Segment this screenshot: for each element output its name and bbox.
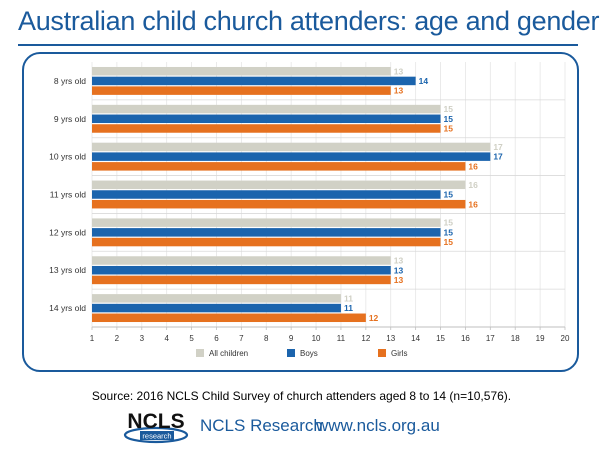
data-label: 16 <box>468 199 478 209</box>
x-tick-label: 14 <box>411 334 420 343</box>
data-label: 17 <box>493 142 503 152</box>
bar <box>92 237 441 247</box>
bar <box>92 104 441 114</box>
bar <box>92 199 466 209</box>
x-tick-label: 1 <box>90 334 95 343</box>
x-tick-label: 6 <box>214 334 219 343</box>
bar <box>92 66 391 76</box>
footer-organization[interactable]: NCLS Research <box>200 416 323 435</box>
bar <box>92 152 491 161</box>
ncls-logo: NCLS research <box>122 406 192 446</box>
x-tick-label: 16 <box>461 334 470 343</box>
category-label: 8 yrs old <box>54 76 86 86</box>
x-tick-label: 7 <box>239 334 244 343</box>
x-tick-label: 10 <box>312 334 321 343</box>
legend-label: All children <box>209 349 248 358</box>
bar <box>92 294 341 303</box>
logo-swoosh <box>123 426 189 444</box>
x-tick-label: 13 <box>386 334 395 343</box>
chart-title: Australian child church attenders: age a… <box>18 6 600 36</box>
category-label: 14 yrs old <box>49 303 86 313</box>
bar <box>92 86 391 95</box>
bar <box>92 142 491 152</box>
bar <box>92 190 441 199</box>
category-label: 9 yrs old <box>54 114 86 124</box>
bar <box>92 275 391 285</box>
legend-label: Boys <box>300 349 318 358</box>
data-label: 15 <box>444 227 454 237</box>
logo-subtext: research <box>142 432 171 441</box>
data-label: 13 <box>394 275 404 285</box>
bar <box>92 265 391 275</box>
title-underline <box>18 44 578 46</box>
legend-swatch <box>196 349 204 357</box>
x-tick-label: 5 <box>189 334 194 343</box>
data-label: 17 <box>493 152 503 162</box>
footer-website-link[interactable]: www.ncls.org.au <box>316 416 440 435</box>
category-label: 13 yrs old <box>49 265 86 275</box>
category-label: 12 yrs old <box>49 227 86 237</box>
x-tick-label: 3 <box>140 334 145 343</box>
x-tick-label: 11 <box>337 334 346 343</box>
data-label: 15 <box>444 237 454 247</box>
legend-swatch <box>378 349 386 357</box>
data-label: 14 <box>419 76 429 86</box>
x-tick-label: 4 <box>164 334 169 343</box>
x-tick-label: 12 <box>361 334 370 343</box>
data-label: 16 <box>468 180 478 190</box>
bar <box>92 228 441 237</box>
bar <box>92 218 441 227</box>
bar <box>92 76 416 86</box>
source-note: Source: 2016 NCLS Child Survey of church… <box>91 389 512 403</box>
data-label: 15 <box>444 114 454 124</box>
data-label: 13 <box>394 86 404 96</box>
x-tick-label: 18 <box>511 334 520 343</box>
data-label: 13 <box>394 265 404 275</box>
logo-text: NCLS <box>127 410 184 433</box>
data-label: 11 <box>344 293 353 303</box>
bar <box>92 303 341 313</box>
legend-label: Girls <box>391 349 407 358</box>
x-tick-label: 17 <box>486 334 495 343</box>
bar <box>92 256 391 265</box>
x-tick-label: 2 <box>115 334 120 343</box>
bar <box>92 180 466 190</box>
data-label: 12 <box>369 313 379 323</box>
x-tick-label: 9 <box>289 334 294 343</box>
x-tick-label: 8 <box>264 334 269 343</box>
category-label: 10 yrs old <box>49 152 86 162</box>
data-label: 15 <box>444 190 454 200</box>
x-tick-label: 20 <box>561 334 570 343</box>
data-label: 13 <box>394 256 404 266</box>
bar <box>92 313 366 323</box>
bar <box>92 162 466 171</box>
chart-frame <box>22 52 579 372</box>
x-tick-label: 15 <box>436 334 445 343</box>
data-label: 15 <box>444 218 454 228</box>
bar <box>92 124 441 133</box>
data-label: 16 <box>468 161 478 171</box>
legend-swatch <box>287 349 295 357</box>
data-label: 15 <box>444 124 454 134</box>
bar <box>92 114 441 124</box>
x-tick-label: 19 <box>536 334 545 343</box>
logo-band <box>140 431 174 440</box>
data-label: 15 <box>444 104 454 114</box>
data-label: 11 <box>344 303 353 313</box>
category-label: 11 yrs old <box>50 190 86 200</box>
data-label: 13 <box>394 66 404 76</box>
